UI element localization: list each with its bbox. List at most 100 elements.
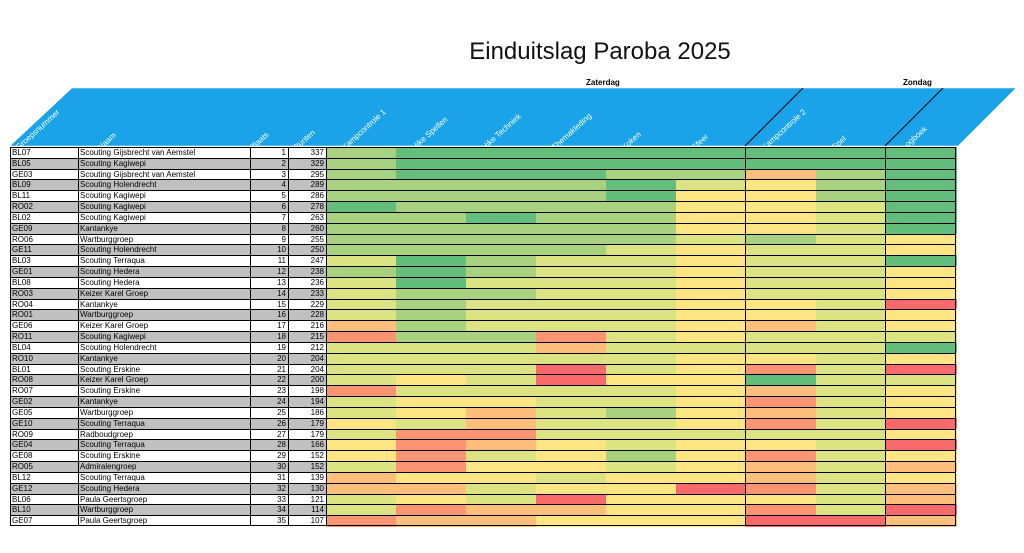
score-cell — [886, 309, 957, 321]
points-cell: 247 — [288, 255, 326, 267]
score-cell — [886, 450, 957, 462]
score-cell — [746, 179, 817, 191]
group-number-cell: RO03 — [10, 287, 78, 300]
score-cell — [326, 471, 397, 484]
place-cell: 21 — [250, 363, 288, 375]
score-cell — [676, 157, 747, 170]
group-name-cell: Scouting Kagiwepi — [78, 201, 250, 213]
score-cell — [326, 331, 397, 343]
group-name-cell: Keizer Karel Groep — [78, 287, 250, 300]
place-cell: 13 — [250, 276, 288, 289]
group-name-cell: Kantankye — [78, 396, 250, 408]
score-cell — [466, 363, 537, 375]
score-cell — [816, 222, 887, 235]
score-cell — [746, 504, 817, 516]
score-cell — [746, 482, 817, 495]
score-cell — [326, 309, 397, 321]
grid-line — [10, 428, 956, 430]
score-cell — [606, 482, 677, 495]
score-cell — [396, 331, 467, 343]
score-cell — [466, 428, 537, 440]
score-cell — [396, 450, 467, 462]
score-cell — [326, 179, 397, 191]
score-cell — [816, 233, 887, 245]
score-cell — [886, 255, 957, 267]
score-cell — [886, 244, 957, 256]
score-cell — [466, 352, 537, 365]
score-cell — [746, 493, 817, 505]
grid-line — [10, 352, 956, 354]
score-cell — [536, 482, 607, 495]
points-cell: 337 — [288, 147, 326, 159]
score-cell — [536, 201, 607, 213]
score-cell — [326, 255, 397, 267]
score-cell — [746, 222, 817, 235]
score-cell — [396, 406, 467, 419]
score-cell — [746, 374, 817, 386]
score-cell — [816, 374, 887, 386]
score-cell — [746, 406, 817, 419]
score-cell — [606, 331, 677, 343]
place-cell: 28 — [250, 439, 288, 451]
group-name-cell: Radboudgroep — [78, 428, 250, 440]
score-cell — [746, 471, 817, 484]
score-cell — [746, 211, 817, 224]
score-cell — [326, 461, 397, 473]
score-cell — [676, 211, 747, 224]
grid-line — [10, 276, 956, 278]
score-cell — [676, 320, 747, 332]
score-cell — [886, 482, 957, 495]
points-cell: 238 — [288, 266, 326, 278]
points-cell: 198 — [288, 385, 326, 397]
points-cell: 215 — [288, 331, 326, 343]
score-cell — [466, 168, 537, 180]
place-cell: 5 — [250, 190, 288, 202]
group-number-cell: BL02 — [10, 211, 78, 224]
score-cell — [606, 309, 677, 321]
column-header-band — [9, 87, 1017, 147]
points-cell: 236 — [288, 276, 326, 289]
score-cell — [466, 157, 537, 170]
group-number-cell: GE07 — [10, 515, 78, 527]
score-cell — [606, 363, 677, 375]
points-cell: 229 — [288, 298, 326, 310]
score-cell — [606, 504, 677, 516]
score-cell — [396, 352, 467, 365]
score-cell — [816, 396, 887, 408]
score-cell — [886, 471, 957, 484]
score-cell — [886, 396, 957, 408]
score-cell — [396, 168, 467, 180]
score-cell — [326, 363, 397, 375]
score-cell — [606, 190, 677, 202]
score-cell — [676, 244, 747, 256]
score-cell — [326, 298, 397, 310]
place-cell: 7 — [250, 211, 288, 224]
group-number-cell: BL06 — [10, 493, 78, 505]
score-cell — [326, 222, 397, 235]
score-cell — [396, 190, 467, 202]
score-cell — [536, 309, 607, 321]
day-header-sunday: Zondag — [903, 78, 932, 87]
score-cell — [326, 287, 397, 300]
score-cell — [816, 201, 887, 213]
grid-line — [10, 396, 956, 397]
page-title: Einduitslag Paroba 2025 — [469, 38, 731, 65]
score-cell — [466, 504, 537, 516]
score-cell — [886, 266, 957, 278]
score-cell — [606, 428, 677, 440]
score-cell — [816, 504, 887, 516]
group-name-cell: Scouting Holendrecht — [78, 179, 250, 191]
score-cell — [886, 385, 957, 397]
score-cell — [816, 309, 887, 321]
place-cell: 8 — [250, 222, 288, 235]
place-cell: 14 — [250, 287, 288, 300]
grid-line — [10, 406, 956, 408]
score-cell — [746, 255, 817, 267]
score-cell — [886, 352, 957, 365]
score-cell — [396, 179, 467, 191]
group-number-cell: BL03 — [10, 255, 78, 267]
score-cell — [606, 406, 677, 419]
points-cell: 216 — [288, 320, 326, 332]
group-number-cell: GE10 — [10, 417, 78, 430]
score-cell — [816, 287, 887, 300]
